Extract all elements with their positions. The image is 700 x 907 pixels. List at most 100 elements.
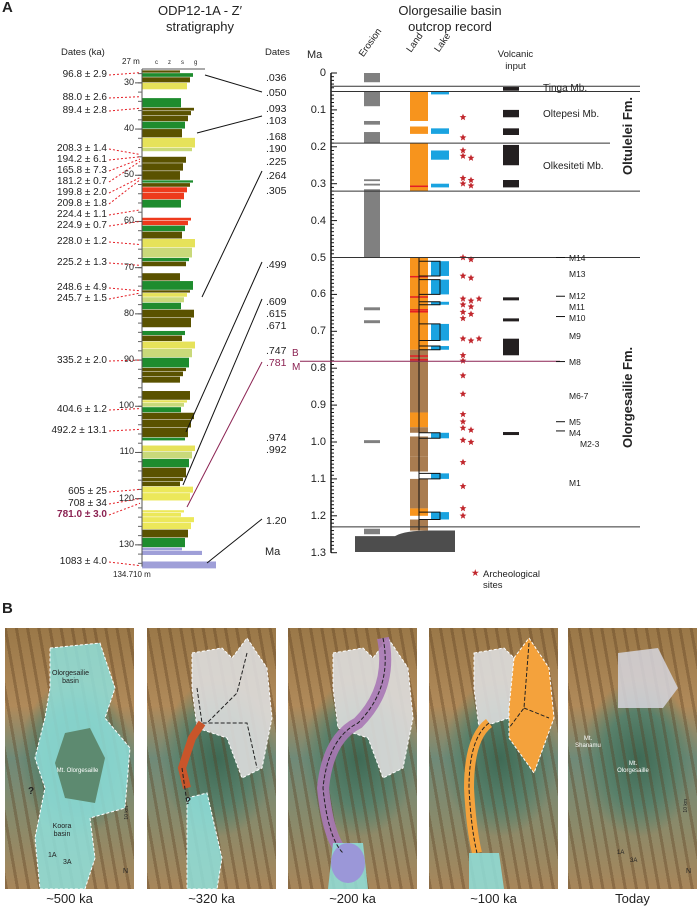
core-layer (142, 107, 194, 111)
land-bar (410, 143, 428, 192)
volcanic-bar (503, 128, 519, 135)
erosion-bar (364, 189, 380, 258)
archeological-site-star (459, 418, 467, 425)
core-title-line2: stratigraphy (166, 19, 234, 34)
volcanic-bar (503, 318, 519, 322)
map-500ka: Olorgesailie basin Mt. Olorgesaille Koor… (5, 628, 134, 889)
outcrop-date-label: .609 (266, 296, 287, 309)
core-title-line1: ODP12-1A - Z′ (157, 3, 243, 18)
archeological-site-star (459, 308, 467, 315)
legend-star-icon: ★ (471, 568, 480, 579)
date-connector (108, 292, 141, 300)
date-connector (108, 96, 141, 99)
core-layer (142, 247, 192, 258)
member-label: M6-7 (569, 390, 589, 401)
lake-extent-today (618, 648, 678, 708)
depth-tick-label: 100 (118, 400, 134, 411)
land-red-marker (410, 185, 428, 188)
correlation-line (185, 261, 263, 433)
core-layer (142, 403, 184, 407)
lake-outline (419, 260, 441, 277)
ma-tick-label: 0.9 (310, 399, 326, 412)
core-date-label: 181.2 ± 0.7 (57, 176, 107, 187)
core-layer (142, 419, 191, 428)
label-mt-shanamu: Mt. Shanamu (575, 736, 601, 749)
date-connector (108, 502, 141, 516)
core-date-label: 194.2 ± 6.1 (57, 154, 107, 165)
core-layer (142, 561, 216, 569)
core-layer (142, 115, 188, 122)
polarity-brunhes: B (292, 348, 299, 360)
core-bottom-depth: 134.710 m (113, 570, 151, 579)
legend-line1: Archeological (483, 569, 541, 580)
core-date-label: 708 ± 34 (68, 498, 107, 509)
label-koora-basin: Koora basin (52, 823, 72, 838)
core-date-label: 228.0 ± 1.2 (57, 236, 107, 247)
archeological-site-star (467, 274, 475, 281)
depth-tick-label: 50 (123, 169, 134, 180)
core-layer (142, 297, 184, 303)
erosion-bar (364, 179, 380, 182)
archeological-site-star (459, 295, 467, 302)
archeological-site-star (475, 335, 483, 342)
core-layer (142, 537, 185, 548)
archeological-site-star (467, 182, 475, 189)
date-connector (108, 428, 141, 432)
volcanic-bar (503, 109, 519, 118)
archeological-site-star (467, 255, 475, 263)
volcanic-header: Volcanic input (488, 49, 543, 73)
caption-200ka: ~200 ka (329, 891, 376, 906)
core-layer (142, 217, 191, 221)
member-label: M11 (569, 302, 585, 313)
label-1a: 1A (617, 850, 625, 856)
core-layer (142, 180, 193, 183)
member-label: M5 (569, 416, 581, 427)
core-layer (142, 529, 188, 538)
date-connector (108, 177, 141, 194)
archeological-site-star (467, 297, 475, 304)
core-layer (142, 335, 182, 342)
date-connector (108, 209, 141, 216)
label-3a: 3A (63, 859, 72, 866)
lake-bar (431, 128, 449, 134)
date-connector (108, 72, 141, 76)
core-layer (142, 257, 189, 262)
erosion-bar (364, 528, 380, 535)
outcrop-title-line1: Olorgesailie basin (398, 3, 502, 18)
polarity-matuyama: M (292, 362, 301, 374)
ma-tick-label: 1.0 (310, 436, 326, 448)
archeological-site-star (459, 113, 467, 121)
core-layer (142, 357, 189, 368)
core-layer (142, 412, 194, 420)
grain-label-s: s (181, 60, 184, 66)
member-label: M9 (569, 330, 581, 341)
core-layer (142, 98, 181, 108)
core-layer (142, 330, 185, 336)
archeological-site-star (467, 303, 475, 310)
core-layer (142, 309, 194, 318)
map-100ka (429, 628, 558, 889)
date-connector (108, 359, 141, 362)
archeological-site-star (459, 372, 467, 379)
outcrop-date-label: .190 (266, 143, 287, 156)
formation-label: Olorgesailie Fm. (620, 347, 635, 449)
volcanic-header-line2: input (505, 61, 526, 72)
outcrop-date-label: 1.20 (266, 514, 287, 527)
volcanic-basement (355, 530, 455, 552)
erosion-bar (364, 440, 380, 444)
erosion-bar (364, 307, 380, 311)
outcrop-date-label: .264 (266, 169, 287, 182)
core-top-depth: 27 m (122, 57, 140, 66)
lake-outline (419, 279, 441, 295)
core-layer (142, 293, 187, 297)
depth-tick-label: 70 (123, 261, 134, 272)
core-date-label: 209.8 ± 1.8 (57, 198, 107, 209)
date-connector (108, 287, 141, 292)
label-question: ? (28, 786, 35, 797)
date-connector (108, 158, 141, 172)
core-title: ODP12-1A - Z′ stratigraphy (130, 3, 270, 35)
volcanic-bar (503, 297, 519, 301)
scale-bar: 10 km (683, 798, 690, 813)
core-layer (142, 192, 184, 200)
